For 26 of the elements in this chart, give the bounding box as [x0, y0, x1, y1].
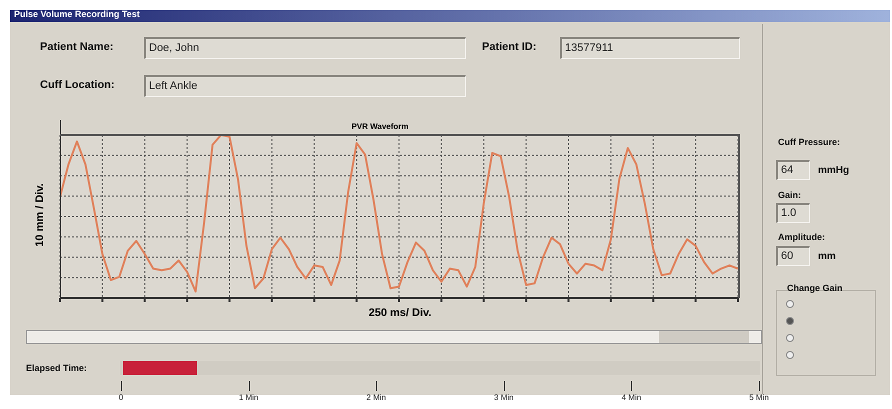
y-axis-title: 10 mm / Div.: [34, 183, 46, 247]
x-axis-title: 250 ms/ Div.: [368, 307, 432, 319]
text-field: Doe, John: [144, 37, 466, 59]
text: 4 Min: [620, 393, 642, 402]
text: mm: [818, 251, 836, 262]
text: 1 Min: [238, 393, 260, 402]
text: Patient ID:: [482, 41, 536, 53]
text-field: 13577911: [560, 37, 740, 59]
text: Elapsed Time:: [26, 363, 87, 373]
text: Patient Name:: [40, 41, 114, 53]
text-field: 60: [776, 246, 810, 266]
text: 0: [118, 393, 124, 402]
text: Change Gain: [787, 283, 843, 293]
chart-title: PVR Waveform: [350, 122, 410, 131]
text: Pulse Volume Recording Test: [14, 9, 140, 19]
text: Cuff Pressure:: [778, 137, 840, 147]
text: 3 Min: [493, 393, 515, 402]
text-field: 64: [776, 160, 810, 180]
text: Gain:: [778, 190, 802, 200]
text: Cuff Location:: [40, 79, 115, 91]
text: 5 Min: [748, 393, 770, 402]
text: mmHg: [818, 165, 850, 176]
text: Amplitude:: [778, 232, 825, 242]
text: 2 Min: [365, 393, 387, 402]
text-field: 1.0: [776, 203, 810, 223]
text-field: Left Ankle: [144, 75, 466, 97]
